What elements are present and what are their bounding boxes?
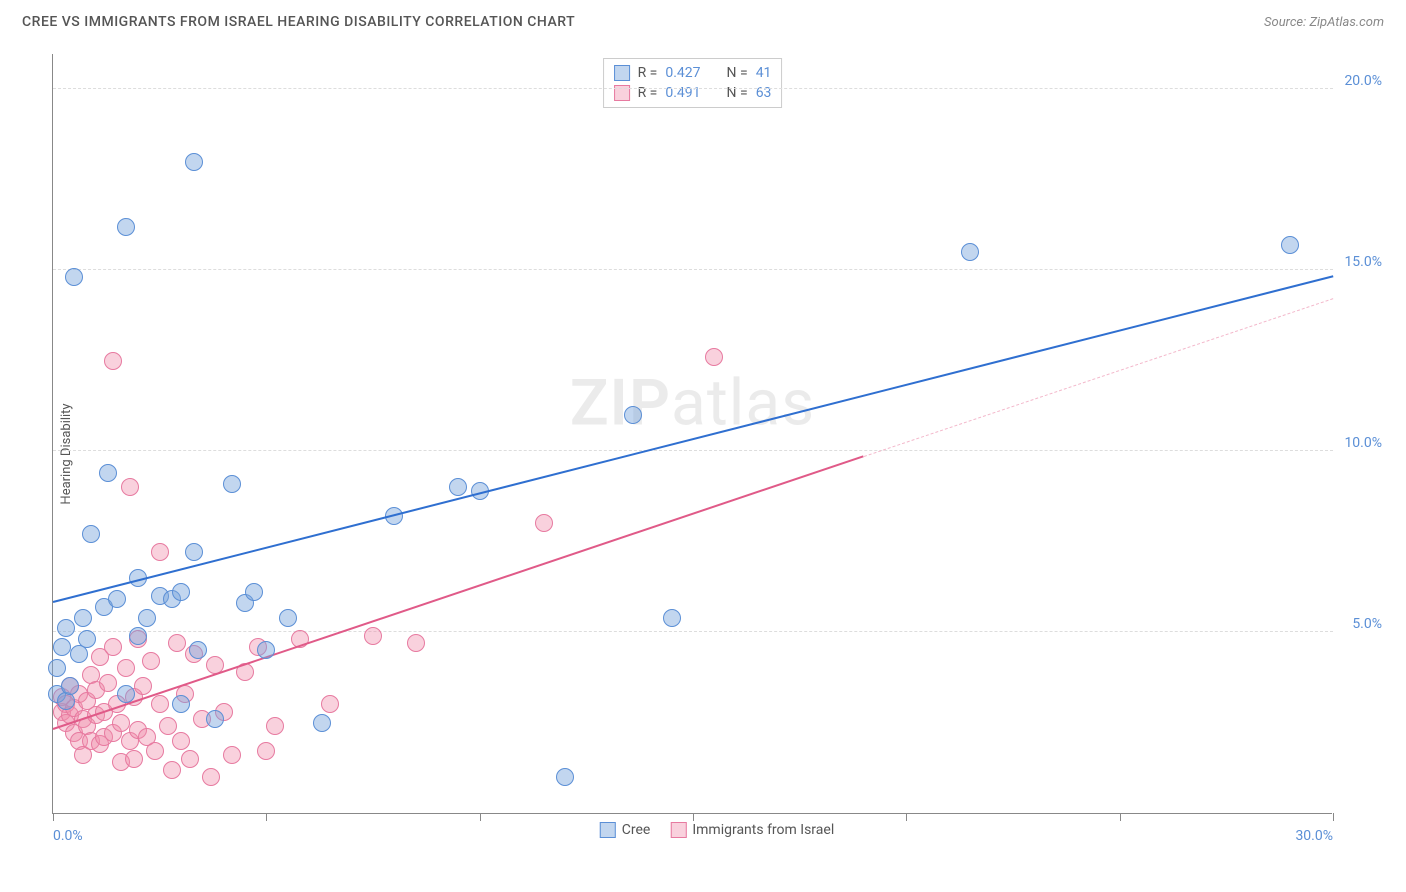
series-legend: Cree Immigrants from Israel [600, 822, 834, 838]
legend-swatch [670, 822, 686, 838]
legend-item-cree: Cree [600, 822, 651, 838]
data-point-israel [181, 750, 199, 768]
x-tick-label: 30.0% [1295, 828, 1333, 844]
trendline-cree [53, 275, 1333, 603]
gridline [53, 631, 1333, 632]
x-tick [906, 813, 907, 821]
data-point-cree [257, 641, 275, 659]
x-tick [1120, 813, 1121, 821]
y-tick-label: 15.0% [1344, 254, 1382, 270]
data-point-israel [104, 638, 122, 656]
data-point-israel [142, 652, 160, 670]
data-point-israel [535, 514, 553, 532]
data-point-cree [313, 714, 331, 732]
data-point-cree [129, 627, 147, 645]
chart-title: CREE VS IMMIGRANTS FROM ISRAEL HEARING D… [22, 14, 575, 30]
data-point-cree [449, 478, 467, 496]
data-point-israel [112, 714, 130, 732]
data-point-israel [125, 750, 143, 768]
data-point-cree [185, 153, 203, 171]
data-point-israel [223, 746, 241, 764]
data-point-israel [168, 634, 186, 652]
data-point-israel [134, 677, 152, 695]
legend-swatch [614, 65, 630, 81]
chart-area: Hearing Disability ZIPatlas R =0.427N =4… [52, 54, 1382, 854]
data-point-israel [364, 627, 382, 645]
data-point-cree [172, 583, 190, 601]
y-tick-label: 10.0% [1344, 435, 1382, 451]
legend-label: Immigrants from Israel [692, 822, 834, 838]
data-point-cree [206, 710, 224, 728]
data-point-cree [57, 619, 75, 637]
source-label: Source: ZipAtlas.com [1264, 15, 1384, 30]
data-point-cree [961, 243, 979, 261]
r-value: 0.427 [665, 65, 700, 81]
data-point-cree [185, 543, 203, 561]
legend-label: Cree [622, 822, 651, 838]
data-point-cree [61, 677, 79, 695]
data-point-israel [172, 732, 190, 750]
data-point-israel [104, 352, 122, 370]
data-point-cree [65, 268, 83, 286]
corr-legend-row-israel: R =0.491N =63 [614, 83, 772, 103]
x-tick [693, 813, 694, 821]
correlation-legend: R = 0.427 N = 41 R =0.491N =63 [603, 58, 783, 108]
data-point-israel [321, 695, 339, 713]
gridline [53, 450, 1333, 451]
data-point-cree [172, 695, 190, 713]
data-point-israel [202, 768, 220, 786]
data-point-israel [407, 634, 425, 652]
data-point-cree [1281, 236, 1299, 254]
data-point-cree [624, 406, 642, 424]
x-tick [1333, 813, 1334, 821]
plot-region: ZIPatlas R =0.427N =41R =0.491N =63 5.0%… [52, 54, 1332, 814]
gridline [53, 269, 1333, 270]
x-tick [480, 813, 481, 821]
data-point-cree [82, 525, 100, 543]
data-point-cree [663, 609, 681, 627]
data-point-cree [108, 590, 126, 608]
legend-swatch [600, 822, 616, 838]
data-point-israel [121, 478, 139, 496]
x-tick-label: 0.0% [53, 828, 83, 844]
legend-item-israel: Immigrants from Israel [670, 822, 834, 838]
source-name: ZipAtlas.com [1309, 15, 1384, 30]
data-point-israel [159, 717, 177, 735]
data-point-cree [99, 464, 117, 482]
data-point-israel [266, 717, 284, 735]
data-point-israel [117, 659, 135, 677]
watermark: ZIPatlas [570, 366, 815, 441]
data-point-cree [223, 475, 241, 493]
data-point-cree [245, 583, 263, 601]
source-prefix: Source: [1264, 15, 1309, 30]
gridline [53, 88, 1333, 89]
data-point-cree [78, 630, 96, 648]
data-point-cree [556, 768, 574, 786]
data-point-cree [117, 218, 135, 236]
data-point-cree [279, 609, 297, 627]
data-point-israel [146, 742, 164, 760]
data-point-israel [257, 742, 275, 760]
r-label: R = [638, 65, 658, 81]
data-point-cree [117, 685, 135, 703]
data-point-israel [163, 761, 181, 779]
y-tick-label: 20.0% [1344, 73, 1382, 89]
x-tick [53, 813, 54, 821]
header: CREE VS IMMIGRANTS FROM ISRAEL HEARING D… [0, 0, 1406, 40]
data-point-israel [99, 674, 117, 692]
data-point-cree [48, 659, 66, 677]
data-point-cree [53, 638, 71, 656]
x-tick [266, 813, 267, 821]
data-point-israel [705, 348, 723, 366]
data-point-cree [138, 609, 156, 627]
n-label: N = [727, 65, 748, 81]
n-value: 41 [756, 65, 772, 81]
data-point-cree [189, 641, 207, 659]
corr-legend-row-cree: R = 0.427 N = 41 [614, 63, 772, 83]
y-tick-label: 5.0% [1352, 616, 1382, 632]
data-point-cree [74, 609, 92, 627]
data-point-israel [151, 543, 169, 561]
data-point-israel [151, 695, 169, 713]
